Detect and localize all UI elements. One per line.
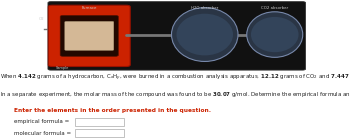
Text: Enter the elements in the order presented in the question.: Enter the elements in the order presente… [14,108,211,113]
FancyBboxPatch shape [75,129,124,137]
FancyBboxPatch shape [75,118,124,126]
Ellipse shape [251,17,299,52]
Text: CO2 absorber: CO2 absorber [261,6,288,10]
Text: O2: O2 [39,17,45,21]
Text: When $\mathbf{4.142}$ grams of a hydrocarbon, C$_x$H$_y$, were burned in a combu: When $\mathbf{4.142}$ grams of a hydroca… [0,72,350,83]
Text: empirical formula =: empirical formula = [14,119,71,124]
FancyBboxPatch shape [48,2,306,70]
Ellipse shape [172,8,238,61]
FancyBboxPatch shape [60,15,118,56]
Ellipse shape [247,12,303,57]
Text: Furnace: Furnace [82,6,97,10]
FancyBboxPatch shape [65,21,114,50]
Text: In a separate experiment, the molar mass of the compound was found to be $\mathb: In a separate experiment, the molar mass… [0,90,350,99]
Text: molecular formula =: molecular formula = [14,131,73,136]
Text: H2O absorber: H2O absorber [191,6,218,10]
Ellipse shape [176,14,233,55]
FancyBboxPatch shape [48,5,130,67]
Text: Sample: Sample [56,66,69,70]
